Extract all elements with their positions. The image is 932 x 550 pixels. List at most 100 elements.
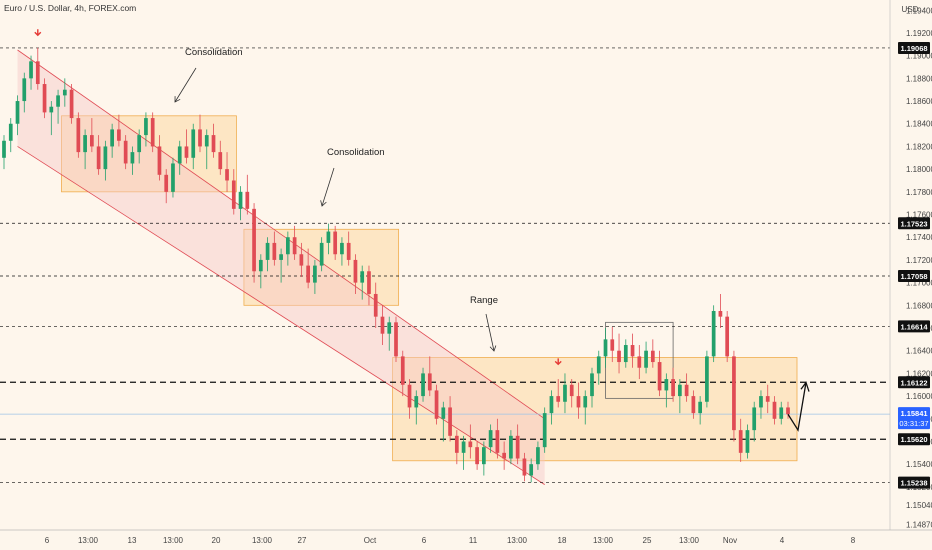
y-tick-label: 1.17400 [906, 233, 932, 242]
candle [35, 47, 40, 90]
candle-body [177, 146, 182, 164]
level-badge-label: 1.15238 [900, 479, 927, 488]
candle-body [711, 310, 716, 357]
candle [29, 55, 33, 90]
x-tick-label: 6 [422, 536, 427, 545]
candle [333, 225, 338, 260]
candle-body [238, 191, 243, 209]
candle [434, 384, 439, 425]
candle [272, 231, 277, 266]
candle [157, 135, 162, 181]
candle-body [542, 413, 547, 448]
candle [265, 237, 270, 272]
x-tick-label: 13:00 [163, 536, 184, 545]
candle [637, 345, 642, 380]
candle [400, 350, 405, 397]
y-tick-label: 1.17600 [906, 211, 932, 220]
x-tick-label: 6 [45, 536, 50, 545]
candle-body [62, 89, 67, 96]
candle [407, 379, 412, 419]
candle-body [475, 447, 479, 465]
chart-title: Euro / U.S. Dollar, 4h, FOREX.com [4, 3, 136, 13]
y-tick-label: 1.19200 [906, 29, 932, 38]
candle [569, 379, 574, 408]
candle-body [786, 407, 790, 415]
candle-body [8, 123, 13, 141]
candle-body [759, 396, 763, 408]
candle [718, 293, 723, 329]
candle-body [623, 345, 628, 363]
candle-body [49, 106, 54, 113]
y-tick-label: 1.18200 [906, 142, 932, 151]
candle [414, 390, 419, 425]
candle [732, 350, 736, 442]
level-badge-label: 1.16614 [900, 322, 928, 331]
projection-arrow-head [800, 381, 810, 392]
candle-body [380, 316, 385, 334]
candle [15, 95, 20, 136]
candle-body [313, 265, 317, 283]
candle-body [319, 242, 324, 266]
candle [705, 350, 709, 408]
currency-label: USD [902, 5, 919, 14]
channel-lower-line [17, 146, 545, 485]
annotation-arrow-head [489, 345, 497, 352]
candle [421, 367, 425, 402]
channel-upper-line [17, 49, 545, 420]
candle-body [583, 396, 588, 408]
candle-body [96, 146, 101, 170]
candle-body [265, 242, 270, 260]
x-tick-label: 13:00 [679, 536, 700, 545]
candle-body [671, 379, 675, 397]
candle [502, 441, 506, 470]
candle-body [630, 345, 635, 357]
candle [779, 401, 784, 425]
candle [22, 72, 27, 113]
candle [69, 84, 74, 124]
candle-body [42, 84, 47, 113]
candle [623, 339, 628, 368]
candle-body [509, 435, 513, 459]
candle [394, 316, 398, 363]
candle [461, 435, 466, 470]
candle-body [434, 390, 439, 419]
candle [590, 367, 594, 408]
candle [671, 367, 675, 402]
candle-body [488, 430, 493, 448]
candle-body [549, 396, 554, 414]
candle-body [414, 396, 419, 408]
candle-body [461, 441, 466, 453]
candle [610, 326, 615, 363]
candle-body [718, 310, 723, 317]
candle [772, 396, 777, 425]
candle [367, 265, 371, 306]
y-tick-label: 1.15040 [906, 501, 932, 510]
x-tick-label: 13:00 [507, 536, 528, 545]
candle [495, 418, 500, 459]
candle-body [110, 129, 114, 147]
candle [509, 430, 513, 465]
candle [245, 174, 250, 215]
candle [2, 135, 6, 170]
level-badge-label: 1.17058 [900, 272, 927, 281]
candle-body [536, 447, 540, 465]
candle [211, 123, 216, 158]
candle-body [387, 322, 392, 334]
candle-body [130, 152, 135, 164]
candle-body [705, 356, 709, 402]
y-tick-label: 1.16400 [906, 347, 932, 356]
candle-body [144, 118, 148, 136]
candle [137, 129, 142, 164]
zone-box-1 [61, 115, 237, 193]
level-badge [898, 270, 930, 283]
candle [745, 424, 750, 459]
candle [542, 407, 547, 453]
candle-body [454, 435, 459, 453]
candle-body [650, 350, 655, 363]
candle-body [123, 140, 128, 164]
candle-body [698, 401, 702, 414]
candle-body [22, 78, 27, 102]
candle-body [299, 254, 304, 266]
candle [306, 248, 310, 289]
